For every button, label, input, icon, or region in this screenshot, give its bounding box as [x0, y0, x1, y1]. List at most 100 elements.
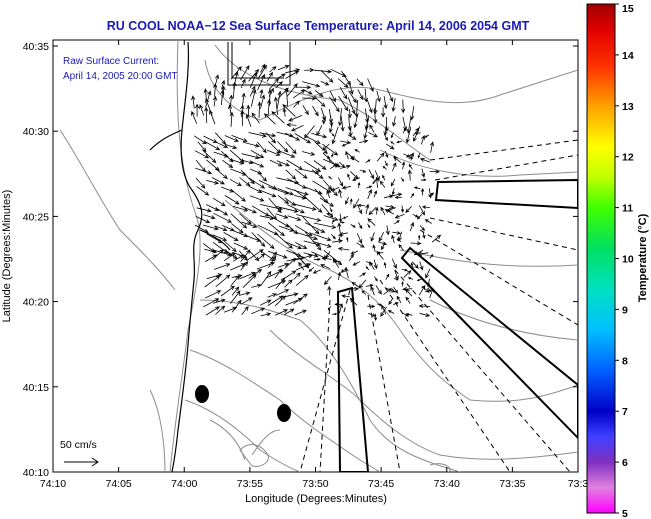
x-axis-label: Longitude (Degrees:Minutes) [245, 493, 387, 505]
current-vector [230, 189, 246, 202]
current-vector [412, 261, 419, 269]
current-vector [238, 250, 248, 262]
current-vector [248, 132, 267, 138]
current-vector [367, 223, 371, 229]
current-vector [302, 96, 317, 101]
current-vector [363, 124, 369, 140]
current-vector [285, 70, 300, 79]
current-vector [284, 292, 299, 298]
current-vector [372, 244, 376, 253]
current-vector [345, 196, 349, 205]
current-vector [304, 196, 323, 213]
current-vector [331, 126, 339, 145]
current-vector [203, 88, 208, 100]
current-vector [422, 231, 426, 239]
current-vector [426, 278, 431, 287]
current-vector [338, 213, 343, 223]
current-vector [338, 188, 343, 198]
current-vector [381, 304, 387, 315]
current-vector [241, 297, 253, 305]
colorbar-tick-label: 15 [622, 3, 634, 15]
current-vector [240, 65, 250, 81]
current-vector [410, 192, 415, 199]
current-vector [325, 251, 331, 259]
current-vector [424, 219, 432, 224]
current-vector [277, 141, 289, 153]
current-vector [303, 240, 321, 247]
current-vector [428, 192, 435, 198]
current-vector [313, 160, 327, 170]
current-vector [365, 266, 370, 271]
current-vector [405, 126, 412, 144]
current-vector [375, 206, 379, 215]
current-vector [348, 81, 354, 95]
y-tick-label: 40:25 [23, 211, 49, 223]
current-vector [206, 180, 220, 185]
current-vector [365, 203, 370, 215]
current-vector [273, 96, 279, 116]
current-vector [373, 107, 378, 124]
current-vector [383, 288, 393, 295]
current-vector [302, 105, 309, 116]
current-vector [331, 132, 335, 137]
current-vector [222, 159, 234, 169]
sampling-tracks [299, 139, 578, 472]
current-vector [323, 249, 343, 266]
current-vector [414, 131, 421, 135]
current-vector [194, 224, 209, 233]
current-vector [284, 241, 303, 250]
current-vector [275, 205, 299, 213]
current-vector [224, 144, 238, 150]
current-vector [374, 176, 379, 188]
current-vector [384, 133, 388, 142]
current-vector [312, 105, 319, 117]
current-vector [338, 303, 344, 314]
current-vector [313, 222, 337, 229]
current-vector [246, 104, 251, 117]
current-vector [366, 185, 373, 189]
current-vector [321, 256, 332, 261]
current-vector [231, 223, 244, 234]
scale-label: 50 cm/s [60, 439, 97, 451]
current-vector [393, 286, 398, 294]
map-area [59, 40, 578, 472]
current-vector [407, 169, 412, 181]
current-vector [353, 114, 359, 129]
current-vector [394, 213, 405, 219]
y-tick-label: 40:15 [23, 382, 49, 394]
current-vector [274, 268, 282, 279]
current-vector [340, 164, 351, 169]
current-vector [266, 98, 272, 116]
current-vector [393, 302, 399, 305]
current-vector [347, 173, 351, 180]
current-vector [221, 79, 226, 90]
current-vector [256, 253, 266, 261]
current-vector [277, 188, 295, 196]
current-vector [312, 241, 332, 248]
current-vector [373, 259, 378, 270]
current-vector [287, 215, 302, 221]
current-vector [284, 279, 293, 288]
current-vector [351, 281, 360, 288]
surface-current-vectors [191, 63, 442, 322]
current-vector [366, 99, 373, 114]
x-tick-label: 73:35 [499, 478, 525, 490]
current-vector [405, 313, 413, 316]
current-vector [215, 274, 231, 288]
current-vector [421, 168, 426, 178]
current-vector [354, 148, 360, 153]
current-vector [260, 270, 272, 286]
current-vector [248, 268, 263, 279]
current-vector [321, 114, 326, 125]
current-vector [419, 261, 424, 271]
current-vector [385, 273, 390, 280]
current-vector [396, 238, 402, 243]
current-vector [338, 95, 349, 112]
current-vector [390, 178, 396, 187]
current-vector [385, 225, 390, 236]
current-vector [419, 157, 431, 163]
current-vector [394, 270, 399, 281]
current-vector [356, 204, 363, 215]
y-tick-label: 40:20 [23, 297, 49, 309]
transect-wedges [336, 178, 578, 472]
